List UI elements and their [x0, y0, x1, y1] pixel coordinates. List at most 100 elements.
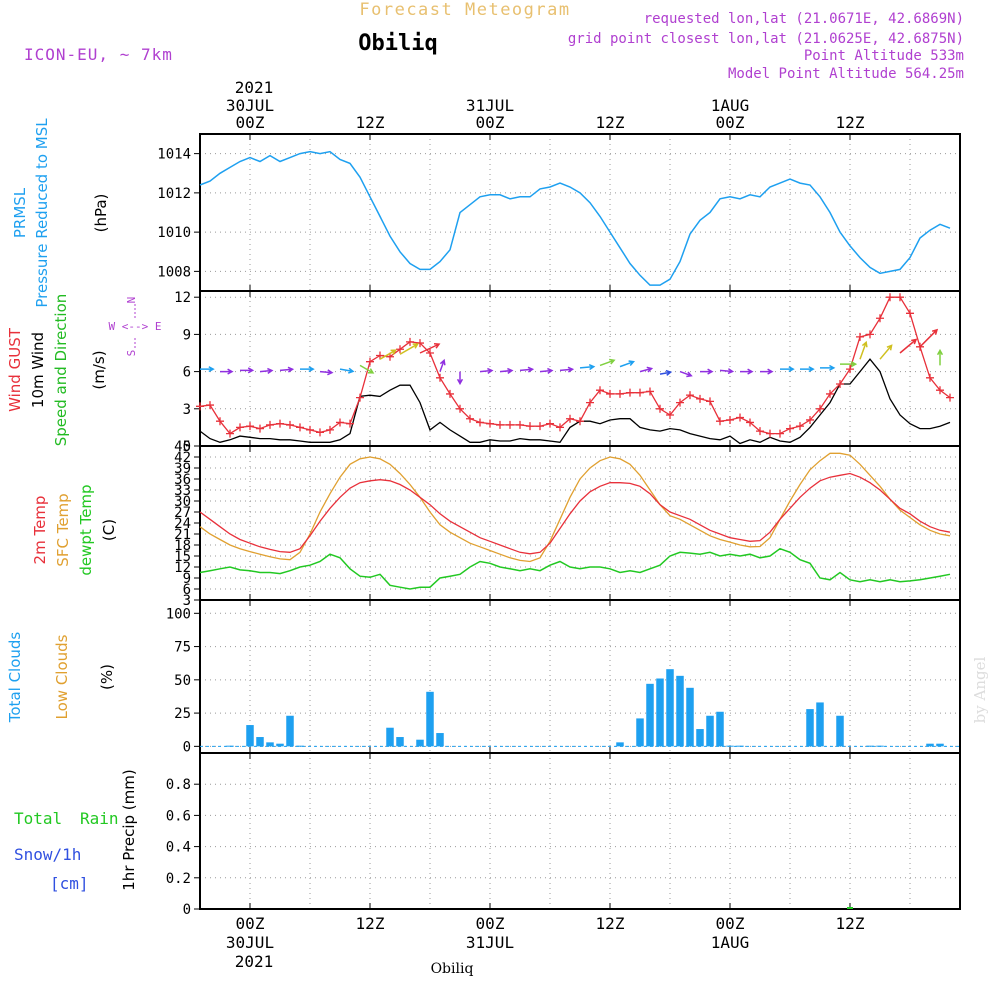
dewpt-label: dewpt Temp [77, 484, 95, 575]
gust-marker [766, 429, 774, 438]
gust-marker [226, 429, 234, 438]
gust-marker [486, 419, 494, 428]
y-tick-label: 100 [166, 606, 191, 622]
product-title: Forecast Meteogram [359, 0, 570, 20]
cloud-bar [256, 737, 264, 747]
precip-panel: 0 0.2 0.4 0.6 0.8 Total Rain Snow/1h [cm] 1hr Pre… [14, 752, 961, 918]
wind-direction-arrow [456, 371, 464, 386]
cloud-bar [706, 715, 714, 747]
bottom-hour-label: 00Z [236, 914, 265, 933]
cloud-bar [656, 678, 664, 747]
gust-marker [316, 428, 324, 437]
direction-label: Speed and Direction [52, 294, 70, 447]
gust-marker [636, 388, 644, 397]
gust-marker [896, 293, 904, 302]
pressure-frame [199, 133, 961, 292]
gust-marker [426, 349, 434, 357]
gust-marker [566, 414, 574, 423]
snow-unit: [cm] [50, 874, 89, 893]
wind-direction-arrow [559, 366, 575, 373]
gust-line [199, 296, 951, 435]
top-date-label: 30JUL [226, 96, 274, 115]
gust-marker [266, 420, 274, 429]
bottom-hour-label: 00Z [716, 914, 745, 933]
cloud-bar [436, 733, 444, 747]
point-altitude: Point Altitude 533m [804, 48, 964, 64]
t2m-label: 2m Temp [31, 496, 49, 565]
y-tick-label: 30 [174, 494, 191, 510]
gust-marker [306, 425, 314, 434]
y-tick-label: 3 [183, 402, 191, 418]
gust-marker [546, 419, 554, 428]
compass-north: N [125, 297, 138, 304]
cloud-bar [866, 745, 874, 747]
temp-unit: (C) [100, 519, 118, 541]
wind-direction-arrow [479, 367, 494, 374]
gust-marker [216, 417, 224, 426]
y-tick-label: 24 [174, 516, 191, 532]
top-hour-label: 00Z [236, 113, 265, 132]
wind-direction-arrow [439, 358, 446, 372]
gust-marker [796, 422, 804, 431]
gust-marker [756, 427, 764, 436]
snow-label: Snow/1h [14, 845, 81, 864]
wind-direction-arrow [579, 363, 596, 371]
gridpoint-coords: grid point closest lon,lat (21.0625E, 42… [568, 31, 964, 47]
wind-direction-arrow [760, 368, 774, 375]
gust-marker [376, 351, 384, 360]
wind-direction-arrow [240, 367, 255, 374]
gust-marker [356, 393, 364, 402]
gust-marker [936, 386, 944, 395]
cloud-bar [246, 725, 254, 747]
cloud-bar [686, 687, 694, 747]
gust-marker [696, 394, 704, 403]
wind-direction-arrow [539, 367, 554, 374]
gust-marker [496, 420, 504, 429]
clouds-panel: 0 25 50 75 100 Total Clouds Low Clouds (%) [6, 599, 961, 755]
wind-direction-arrow [700, 368, 714, 375]
cloud-bar [646, 683, 654, 747]
y-tick-label: 12 [174, 560, 191, 576]
compass-south: S [125, 350, 138, 357]
wind-direction-arrow [859, 340, 868, 360]
bottom-date-label: 30JUL [226, 933, 274, 952]
wind-direction-arrow [639, 366, 654, 373]
y-tick-label: 6 [183, 582, 191, 598]
y-tick-label: 27 [174, 505, 191, 521]
top-hour-label: 00Z [476, 113, 505, 132]
y-tick-label: 1014 [157, 147, 191, 163]
y-tick-label: 9 [183, 571, 191, 587]
y-tick-label: 21 [174, 527, 191, 543]
bottom-year: 2021 [235, 952, 274, 971]
y-tick-label: 50 [174, 673, 191, 689]
wind-direction-arrow [419, 343, 441, 354]
sfc-label: SFC Temp [54, 493, 72, 566]
gust-marker [556, 423, 564, 432]
cloud-bar [416, 739, 424, 747]
wind-direction-arrow [619, 360, 636, 368]
gust-marker [516, 420, 524, 429]
wind-direction-arrow [800, 366, 815, 373]
wind-direction-arrow [719, 368, 735, 375]
wind-direction-arrow [200, 366, 215, 373]
cloud-bar [816, 702, 824, 747]
gust-marker [336, 418, 344, 427]
gust-marker [416, 339, 424, 348]
gust-marker [446, 389, 454, 398]
y-tick-label: 36 [174, 472, 191, 488]
pressure-unit: (hPa) [92, 194, 110, 233]
cloud-bar [266, 742, 274, 747]
wind-direction-arrow [599, 358, 616, 367]
gust-marker [346, 419, 354, 428]
wind-direction-arrow [399, 343, 420, 355]
gust-marker [786, 424, 794, 433]
cloud-bar [276, 743, 284, 747]
clouds-unit: (%) [98, 664, 116, 690]
wind-direction-arrow [936, 348, 944, 366]
cloud-bar [636, 718, 644, 747]
precip-frame [199, 752, 961, 910]
gust-marker [276, 419, 284, 428]
cloud-bar [666, 669, 674, 747]
y-tick-label: 39 [174, 461, 191, 477]
top-year: 2021 [235, 78, 274, 97]
